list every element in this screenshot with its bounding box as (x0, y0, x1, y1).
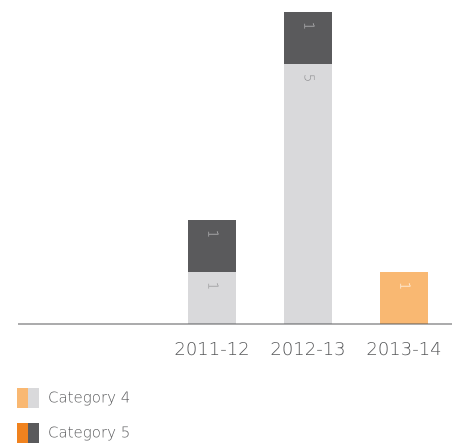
value-label: 1 (205, 230, 220, 238)
value-label: 1 (301, 22, 316, 30)
value-label: 5 (301, 74, 316, 82)
legend-label: Category 4 (48, 389, 130, 407)
legend-swatch (17, 423, 28, 443)
value-label: 1 (205, 282, 220, 290)
legend-swatch (28, 388, 39, 408)
legend-swatch (28, 423, 39, 443)
bar-segment (188, 220, 236, 272)
x-tick-label: 2012-13 (270, 339, 345, 360)
x-tick-label: 2011-12 (174, 339, 249, 360)
bar-segment (284, 64, 332, 324)
value-label: 1 (397, 282, 412, 290)
x-tick-label: 2013-14 (366, 339, 441, 360)
legend-label: Category 5 (48, 424, 130, 442)
bar-segment (380, 272, 428, 324)
legend-swatch (17, 388, 28, 408)
bar-segment (188, 272, 236, 324)
bar-segment (284, 12, 332, 64)
